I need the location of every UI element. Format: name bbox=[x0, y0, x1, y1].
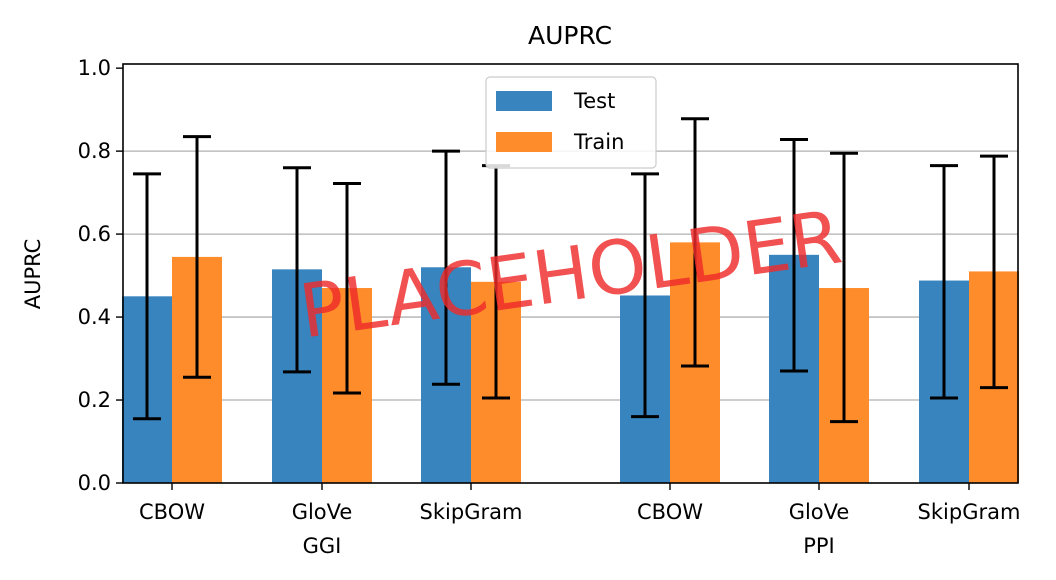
error-bar-test-3 bbox=[631, 172, 659, 419]
y-tick-label: 0.2 bbox=[78, 388, 111, 412]
legend-swatch-test bbox=[496, 91, 552, 111]
group-label-ggi: GGI bbox=[303, 534, 342, 558]
y-tick-label: 1.0 bbox=[78, 56, 111, 80]
x-axis: CBOW GloVe GGI SkipGram CBOW GloVe PPI SkipGram bbox=[139, 483, 1020, 558]
x-tick-label: CBOW bbox=[637, 500, 703, 524]
error-bar-train-1 bbox=[333, 181, 361, 395]
group-label-ppi: PPI bbox=[803, 534, 835, 558]
y-tick-label: 0.4 bbox=[78, 305, 111, 329]
x-tick-label: SkipGram bbox=[420, 500, 523, 524]
plot-frame bbox=[122, 63, 1019, 484]
chart-title: AUPRC bbox=[528, 21, 612, 50]
error-bar-test-4 bbox=[780, 138, 808, 373]
error-bar-train-0 bbox=[183, 135, 211, 379]
legend: Test Train bbox=[485, 76, 657, 169]
x-tick-label: SkipGram bbox=[918, 500, 1021, 524]
y-tick-label: 0.8 bbox=[78, 139, 111, 163]
error-bar-train-3 bbox=[681, 117, 709, 368]
placeholder-watermark: PLACEHOLDER bbox=[295, 194, 847, 355]
x-tick-label: GloVe bbox=[292, 500, 353, 524]
x-tick-label: GloVe bbox=[789, 500, 850, 524]
error-bar-train-4 bbox=[830, 151, 858, 424]
y-tick-label: 0.0 bbox=[78, 471, 111, 495]
legend-frame bbox=[485, 76, 657, 169]
legend-label-test: Test bbox=[573, 89, 615, 113]
error-bar-test-5 bbox=[930, 164, 958, 400]
y-axis-label: AUPRC bbox=[21, 239, 45, 310]
error-bar-test-2 bbox=[432, 149, 460, 386]
legend-swatch-train bbox=[496, 132, 552, 152]
x-tick-label: CBOW bbox=[139, 500, 205, 524]
y-tick-label: 0.6 bbox=[78, 222, 111, 246]
error-bar-train-5 bbox=[980, 154, 1008, 390]
y-axis: 0.0 0.2 0.4 0.6 0.8 1.0 bbox=[78, 56, 123, 495]
error-bar-test-0 bbox=[133, 172, 161, 421]
error-bars bbox=[133, 117, 1008, 424]
error-bar-test-1 bbox=[283, 166, 311, 374]
legend-label-train: Train bbox=[573, 130, 624, 154]
